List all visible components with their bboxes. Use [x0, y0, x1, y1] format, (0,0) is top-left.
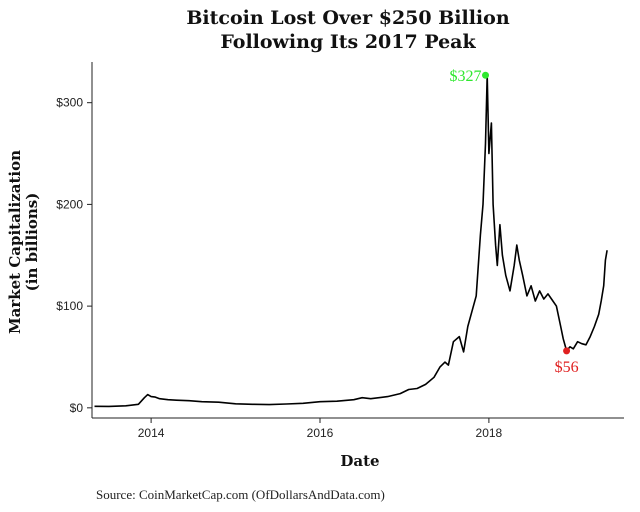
market-cap-line	[94, 74, 608, 408]
y-tick-label: $300	[56, 96, 83, 110]
y-tick-label: $100	[56, 299, 83, 313]
source-note: Source: CoinMarketCap.com (OfDollarsAndD…	[96, 487, 385, 502]
x-axis-label: Date	[340, 452, 379, 470]
peak-point	[482, 71, 490, 79]
x-axis-ticks: 2014 2016 2018	[138, 418, 503, 440]
x-tick-label: 2014	[138, 426, 165, 440]
x-tick-label: 2018	[476, 426, 503, 440]
trough-label: $56	[555, 359, 579, 376]
y-axis-ticks: $0 $100 $200 $300	[56, 96, 92, 415]
chart-title-line1: Bitcoin Lost Over $250 Billion	[186, 7, 509, 29]
x-tick-label: 2016	[307, 426, 334, 440]
y-tick-label: $200	[56, 197, 83, 211]
y-axis-label-line2: (in billions)	[23, 193, 41, 292]
y-axis-label-line1: Market Capitalization	[6, 150, 24, 334]
peak-label: $327	[450, 68, 482, 85]
trough-point	[563, 347, 571, 355]
annotations: $327 $56	[450, 68, 579, 376]
chart-title-line2: Following Its 2017 Peak	[220, 31, 476, 53]
y-axis-title: Market Capitalization (in billions)	[6, 150, 41, 334]
y-tick-label: $0	[70, 401, 84, 415]
